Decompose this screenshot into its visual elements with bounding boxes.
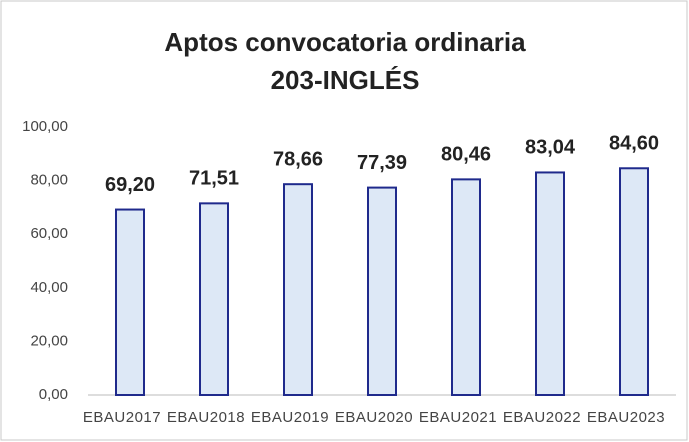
y-tick-label: 80,00 — [30, 172, 68, 189]
x-tick-label: EBAU2018 — [167, 409, 245, 426]
bar — [199, 202, 229, 396]
y-tick-label: 40,00 — [30, 279, 68, 296]
x-tick-label: EBAU2017 — [83, 409, 161, 426]
y-tick-label: 20,00 — [30, 332, 68, 349]
x-tick-label: EBAU2020 — [335, 409, 413, 426]
value-label: 77,39 — [357, 152, 407, 174]
value-label: 69,20 — [105, 174, 155, 196]
value-label: 83,04 — [525, 137, 576, 159]
x-tick-label: EBAU2023 — [587, 409, 665, 426]
bar — [367, 186, 397, 396]
y-tick-label: 100,00 — [22, 118, 68, 135]
bar — [451, 178, 481, 396]
y-tick-label: 0,00 — [39, 386, 68, 403]
x-tick-label: EBAU2021 — [419, 409, 497, 426]
bar — [535, 171, 565, 396]
bar — [115, 208, 145, 396]
chart-subtitle: 203-INGLÉS — [271, 65, 420, 95]
chart-title: Aptos convocatoria ordinaria — [164, 27, 526, 57]
y-tick-label: 60,00 — [30, 225, 68, 242]
value-label: 80,46 — [441, 144, 491, 166]
value-label: 84,60 — [609, 133, 659, 155]
value-label: 78,66 — [273, 148, 323, 170]
value-label: 71,51 — [189, 168, 239, 190]
bar — [283, 183, 313, 396]
x-tick-label: EBAU2022 — [503, 409, 581, 426]
x-tick-label: EBAU2019 — [251, 409, 329, 426]
bar — [619, 167, 649, 396]
